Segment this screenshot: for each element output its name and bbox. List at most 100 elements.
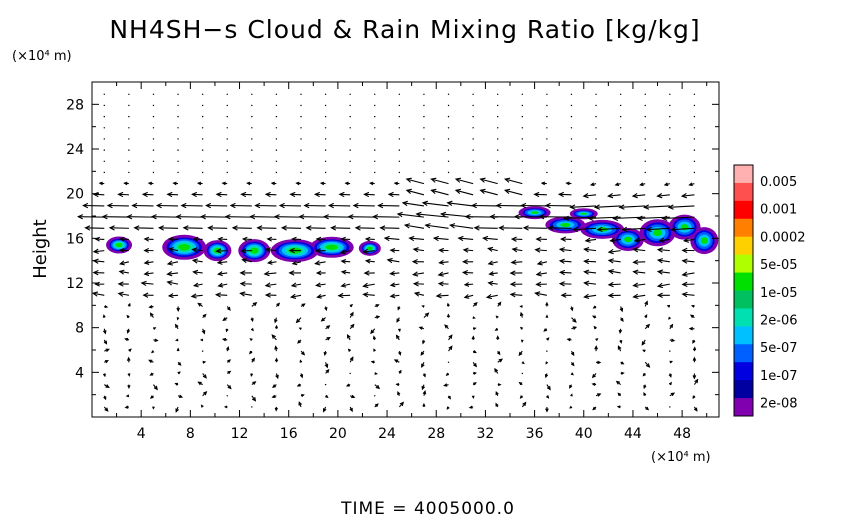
wind-vector [167,261,179,265]
wind-vector-head [487,280,494,286]
wind-vector [646,227,670,231]
wind-vector-head [274,407,278,412]
wind-vector-head [191,247,198,253]
wind-vector-head [330,225,337,231]
wind-vector-head [494,367,499,373]
wind-vector [669,406,671,408]
wind-vector [226,104,228,107]
wind-vector [546,149,548,151]
wind-vector-head [192,236,199,242]
wind-vector-head [398,351,402,356]
wind-vector-head [227,370,232,375]
wind-vector-head [688,182,693,187]
colorbar-frame [733,164,754,417]
wind-vector [472,115,474,118]
wind-vector-head [102,373,106,378]
wind-vector-head [291,236,297,242]
wind-vector [570,149,573,151]
wind-vector-head [644,314,648,318]
wind-vector-head [620,371,625,375]
colorbar-label: 1e-05 [760,286,798,301]
wind-vector-head [264,282,271,288]
wind-vector-head [223,405,228,409]
wind-vector [447,104,450,107]
wind-vector [633,261,646,263]
wind-vector-head [438,247,444,253]
mixing-ratio-region [700,237,708,244]
wind-vector-head [349,356,354,361]
wind-vector [251,93,253,95]
wind-vector-head [299,374,304,379]
wind-vector-head [143,260,150,265]
wind-vector-head [370,360,375,364]
wind-vector [275,149,278,151]
wind-vector-head [364,258,371,264]
wind-vector-head [503,188,511,194]
wind-vector [374,127,376,129]
colorbar-label: 0.0002 [760,230,806,245]
wind-vector-head [352,202,359,209]
plot-frame [91,81,720,418]
wind-vector [152,171,155,174]
wind-vector [275,104,278,107]
wind-vector [128,138,130,140]
wind-vector-head [644,300,648,305]
wind-vector-head [607,248,614,255]
wind-vector-head [485,293,493,300]
wind-vector-head [256,225,263,231]
wind-vector [560,260,572,263]
wind-vector-head [278,202,285,209]
wind-vector [570,104,573,107]
wind-vector-head [583,269,590,275]
wind-vector-head [128,348,132,352]
wind-vector-head [289,191,296,198]
wind-vector-head [202,374,207,379]
wind-vector [177,160,179,162]
wind-vector-head [166,260,174,266]
wind-vector [521,149,523,151]
wind-vector-head [569,204,576,210]
wind-vector-head [668,373,672,378]
wind-vector-head [149,312,154,317]
wind-vector [177,149,179,151]
colorbar-swatch [734,182,753,202]
wind-vector [436,294,449,297]
wind-vector [671,227,695,231]
wind-vector-head [547,225,554,231]
wind-vector [497,138,499,140]
wind-vector [511,261,523,264]
wind-vector-head [288,247,295,254]
y-tick-label: 4 [75,365,84,381]
wind-vector-head [534,291,541,297]
wind-vector-head [617,392,622,397]
wind-vector-head [620,361,625,365]
mixing-ratio-region [367,246,373,251]
wind-vector [349,104,351,107]
wind-vector [275,160,278,162]
wind-vector-head [374,403,379,408]
wind-vector [658,271,670,274]
wind-vector-head [558,258,565,264]
y-tick-label: 24 [66,142,84,158]
wind-vector [390,294,400,297]
wind-vector-head [175,408,179,413]
wind-vector [103,115,105,118]
wind-vector-head [105,384,110,389]
wind-vector [177,171,179,174]
wind-vector-head [503,177,511,183]
wind-vector [570,127,573,129]
wind-vector-head [690,304,695,308]
wind-vector-head [422,390,427,395]
wind-vector [644,127,646,129]
wind-vector-head [222,317,227,321]
wind-vector-head [315,282,322,288]
wind-vector [300,93,302,95]
wind-vector-head [315,248,321,254]
wind-vector [192,248,203,252]
wind-vector [669,115,671,118]
wind-vector [349,149,351,151]
wind-vector [398,104,401,107]
wind-vector [251,149,253,151]
wind-vector [324,104,327,107]
